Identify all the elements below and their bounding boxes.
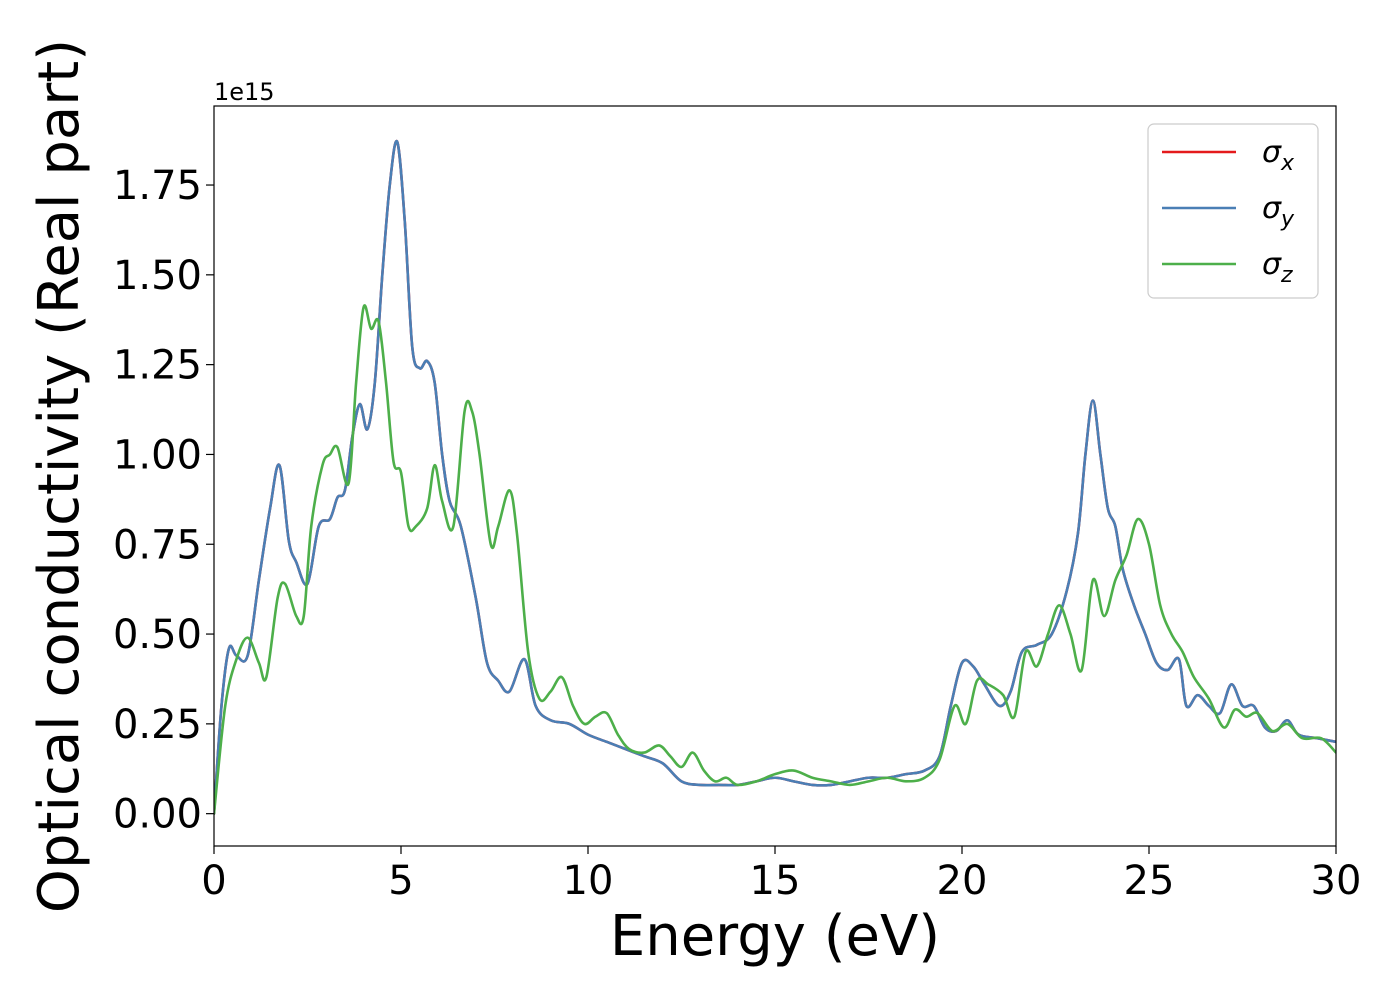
x-axis: 0 5 10 15 20 25 30 (201, 846, 1361, 904)
y-offset-label: 1e15 (214, 78, 275, 106)
x-tick-label: 30 (1311, 858, 1362, 904)
x-tick-label: 0 (201, 858, 226, 904)
y-tick-label: 1.75 (113, 163, 202, 209)
y-axis: 0.00 0.25 0.50 0.75 1.00 1.25 1.50 1.75 (113, 163, 214, 838)
legend-label-z: σz (1262, 247, 1293, 288)
legend-box (1147, 123, 1319, 299)
y-tick-label: 0.75 (113, 522, 202, 568)
y-axis-title: Optical conductivity (Real part) (27, 39, 92, 913)
y-tick-label: 1.25 (113, 343, 202, 389)
x-tick-label: 15 (750, 858, 801, 904)
legend-label-y: σy (1262, 191, 1295, 232)
x-tick-label: 20 (937, 858, 988, 904)
y-tick-label: 1.50 (113, 253, 202, 299)
x-tick-label: 5 (388, 858, 413, 904)
y-tick-label: 0.50 (113, 612, 202, 658)
y-tick-label: 0.25 (113, 702, 202, 748)
y-tick-label: 0.00 (113, 792, 202, 838)
series-line-z (214, 304, 1336, 815)
x-tick-label: 10 (563, 858, 614, 904)
legend: σx σy σz (1147, 123, 1319, 299)
legend-label-x: σx (1262, 135, 1295, 176)
y-tick-label: 1.00 (113, 432, 202, 478)
x-tick-label: 25 (1124, 858, 1175, 904)
series-layer (214, 139, 1336, 815)
x-axis-title: Energy (eV) (610, 904, 940, 969)
